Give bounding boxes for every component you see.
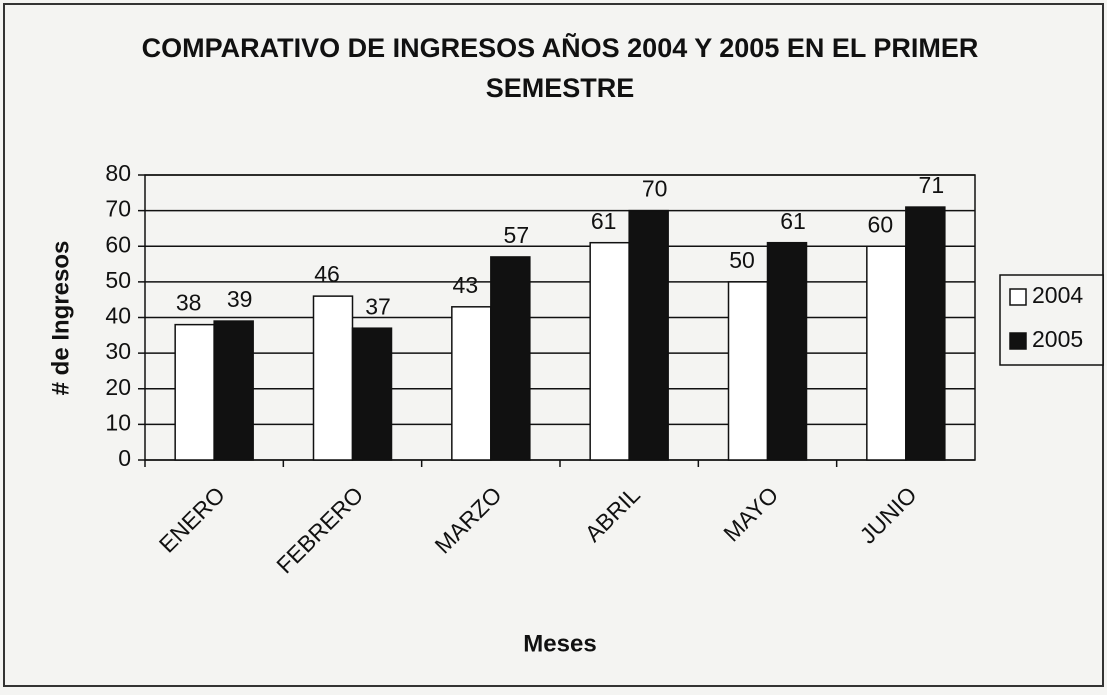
bar [312, 295, 354, 461]
data-label: 38 [176, 290, 202, 316]
x-tick-label: ABRIL [580, 481, 646, 547]
legend-label: 2004 [1032, 282, 1083, 308]
x-tick-label: JUNIO [854, 481, 921, 548]
x-tick-label: MARZO [430, 481, 507, 558]
data-label: 57 [504, 222, 530, 248]
y-tick-label: 50 [105, 267, 131, 293]
data-label: 39 [227, 286, 253, 312]
y-tick-label: 80 [105, 160, 131, 186]
y-axis-label: # de Ingresos [47, 241, 74, 396]
bar [351, 327, 393, 461]
bar [589, 241, 630, 461]
y-tick-label: 40 [105, 303, 131, 329]
bar [213, 320, 254, 461]
y-tick-label: 60 [105, 231, 131, 257]
y-tick-label: 20 [105, 374, 131, 400]
x-tick-label: ENERO [154, 481, 230, 557]
data-label: 61 [591, 208, 617, 234]
data-label: 50 [729, 247, 755, 273]
y-tick-label: 0 [118, 445, 131, 471]
bar [451, 306, 492, 461]
legend-swatch [1009, 288, 1027, 306]
legend-label: 2005 [1032, 326, 1083, 352]
y-tick-label: 10 [105, 409, 131, 435]
bar [490, 256, 531, 461]
y-tick-label: 70 [105, 196, 131, 222]
x-tick-label: MAYO [718, 481, 783, 546]
data-label: 46 [314, 261, 340, 287]
chart-title: COMPARATIVO DE INGRESOS AÑOS 2004 Y 2005… [141, 33, 979, 103]
bar [905, 206, 946, 461]
bar [628, 209, 669, 461]
data-label: 37 [365, 293, 391, 319]
data-label: 61 [780, 208, 806, 234]
data-label: 71 [919, 172, 945, 198]
data-label: 43 [453, 272, 479, 298]
data-label: 60 [868, 211, 894, 237]
bar [766, 241, 808, 461]
bar [727, 281, 769, 461]
x-axis-label: Meses [523, 630, 596, 657]
data-label: 70 [642, 176, 668, 202]
legend-swatch [1009, 332, 1027, 350]
bar [866, 245, 907, 461]
bar [174, 323, 215, 461]
y-tick-label: 30 [105, 338, 131, 364]
x-tick-label: FEBRERO [271, 481, 368, 578]
